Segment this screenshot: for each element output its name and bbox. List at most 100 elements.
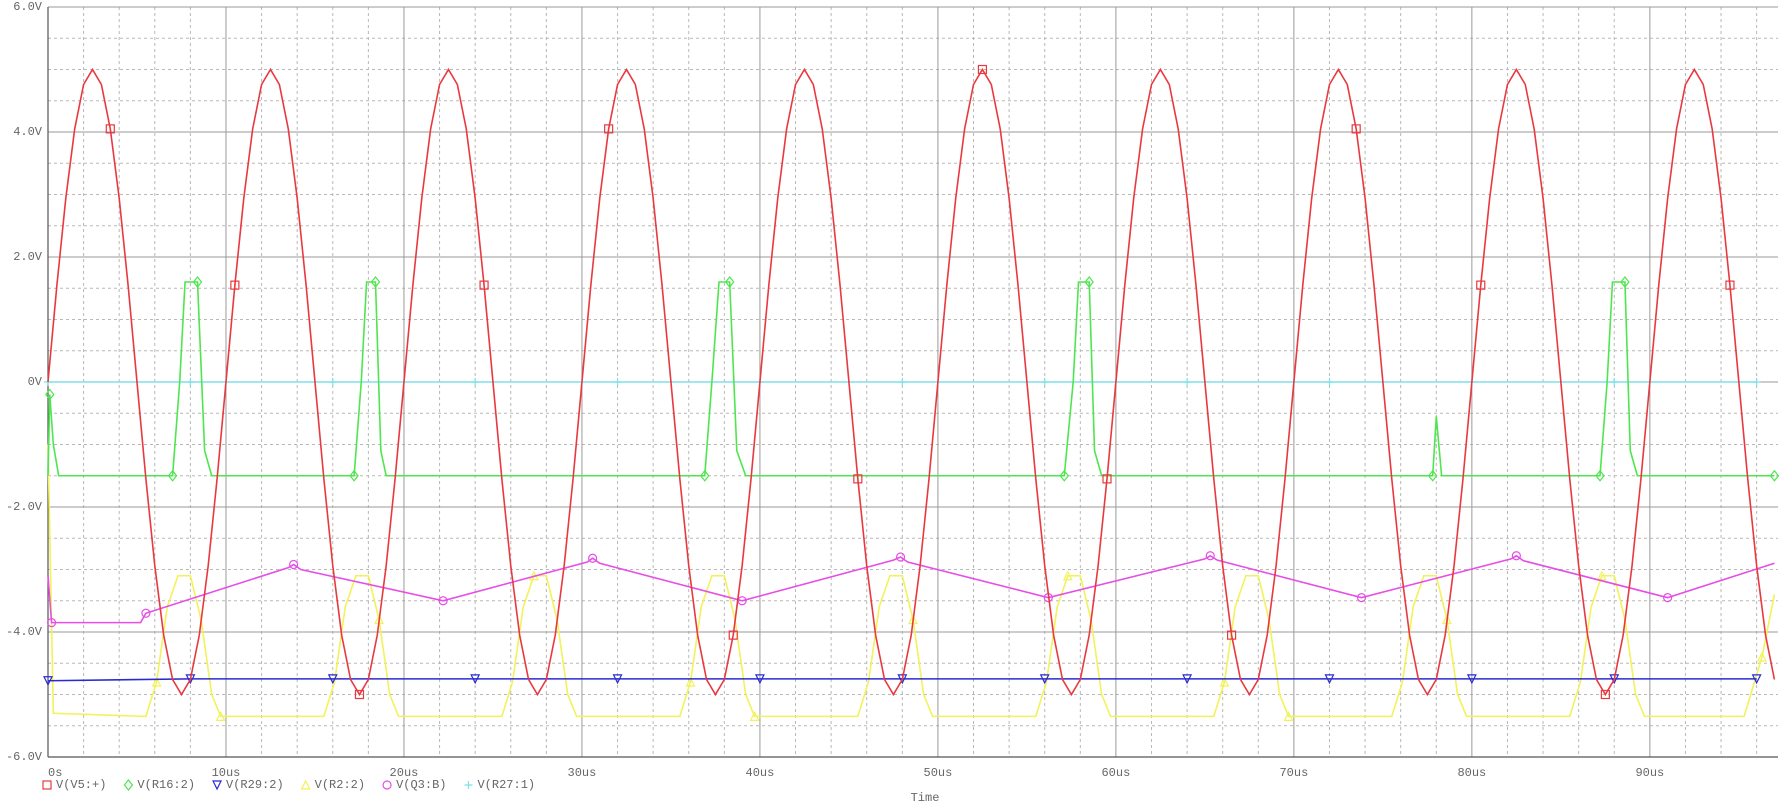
marker bbox=[1356, 593, 1367, 603]
marker bbox=[328, 378, 337, 386]
y-tick-label: 0V bbox=[28, 375, 43, 389]
marker bbox=[1751, 674, 1762, 685]
marker bbox=[123, 779, 134, 791]
marker bbox=[612, 674, 623, 685]
marker bbox=[1620, 276, 1630, 288]
marker bbox=[167, 469, 178, 482]
x-tick-label: 20us bbox=[390, 766, 419, 780]
marker bbox=[1039, 674, 1050, 685]
marker bbox=[1609, 674, 1620, 685]
marker bbox=[1351, 124, 1361, 134]
marker bbox=[853, 474, 863, 484]
marker bbox=[1427, 469, 1438, 482]
marker bbox=[349, 469, 359, 482]
marker bbox=[898, 378, 907, 386]
marker bbox=[1062, 570, 1073, 581]
marker bbox=[1757, 651, 1767, 662]
marker bbox=[1324, 674, 1335, 685]
series-line bbox=[47, 67, 1776, 697]
marker bbox=[1325, 378, 1334, 386]
marker bbox=[327, 674, 338, 685]
x-tick-label: 80us bbox=[1457, 766, 1486, 780]
marker bbox=[1219, 676, 1230, 687]
marker bbox=[977, 64, 988, 75]
marker bbox=[382, 780, 392, 790]
marker bbox=[471, 378, 480, 386]
marker bbox=[897, 674, 908, 685]
marker bbox=[1596, 570, 1607, 581]
marker bbox=[588, 553, 598, 563]
marker bbox=[685, 676, 696, 687]
marker bbox=[230, 280, 240, 290]
x-tick-label: 30us bbox=[568, 766, 597, 780]
axis-labels: 6.0V 4.0V 2.0V 0V -2.0V -4.0V -6.0V 0s 10us 20us 3… bbox=[6, 0, 1664, 792]
marker bbox=[192, 276, 203, 288]
marker bbox=[1663, 593, 1673, 603]
marker bbox=[1595, 469, 1605, 482]
marker bbox=[215, 711, 226, 721]
marker bbox=[724, 276, 735, 288]
marker bbox=[141, 608, 151, 618]
legend-label: V(Q3:B) bbox=[396, 778, 446, 792]
x-tick-label: 70us bbox=[1279, 766, 1308, 780]
x-axis-title: Time bbox=[911, 791, 940, 802]
marker bbox=[464, 781, 473, 789]
y-tick-label: 2.0V bbox=[13, 250, 43, 264]
marker bbox=[479, 280, 489, 290]
marker bbox=[613, 378, 622, 386]
series-line bbox=[47, 554, 1775, 624]
y-tick-label: 4.0V bbox=[13, 125, 43, 139]
marker bbox=[1182, 674, 1193, 685]
y-tick-label: -6.0V bbox=[6, 750, 43, 764]
marker bbox=[1600, 689, 1610, 700]
x-tick-label: 10us bbox=[212, 766, 241, 780]
marker bbox=[1283, 711, 1294, 721]
marker bbox=[1084, 276, 1094, 288]
marker bbox=[1610, 378, 1619, 386]
marker bbox=[895, 552, 906, 562]
marker bbox=[470, 674, 481, 685]
marker bbox=[1725, 280, 1735, 290]
y-tick-label: -2.0V bbox=[6, 500, 43, 514]
marker bbox=[1769, 469, 1780, 482]
marker bbox=[1226, 630, 1237, 640]
y-tick-label: 6.0V bbox=[13, 0, 43, 14]
marker bbox=[1752, 378, 1761, 386]
marker bbox=[185, 674, 196, 685]
marker bbox=[300, 779, 311, 790]
x-tick-label: 50us bbox=[924, 766, 953, 780]
marker bbox=[1059, 469, 1070, 482]
legend-label: V(R2:2) bbox=[315, 778, 365, 792]
marker bbox=[43, 676, 53, 687]
legend-label: V(R29:2) bbox=[226, 778, 284, 792]
marker bbox=[289, 559, 299, 570]
legend-label: V(R16:2) bbox=[137, 778, 195, 792]
marker bbox=[354, 689, 365, 700]
marker bbox=[46, 618, 57, 628]
legend-label: V(R27:1) bbox=[477, 778, 535, 792]
x-tick-label: 0s bbox=[48, 766, 62, 780]
marker bbox=[1102, 474, 1112, 484]
marker bbox=[754, 674, 765, 685]
marker bbox=[1040, 378, 1049, 386]
plot-area bbox=[43, 64, 1780, 721]
x-tick-label: 90us bbox=[1635, 766, 1664, 780]
marker bbox=[1183, 378, 1192, 386]
marker bbox=[42, 780, 52, 790]
marker bbox=[45, 388, 55, 401]
marker bbox=[438, 596, 448, 606]
marker bbox=[728, 630, 738, 640]
marker bbox=[1476, 280, 1486, 290]
marker bbox=[1511, 551, 1521, 561]
marker bbox=[1205, 551, 1215, 561]
marker bbox=[1466, 674, 1477, 685]
marker bbox=[212, 780, 223, 791]
marker bbox=[749, 711, 760, 721]
series-line bbox=[47, 444, 1776, 718]
x-tick-label: 40us bbox=[746, 766, 775, 780]
marker bbox=[370, 276, 381, 288]
x-tick-label: 60us bbox=[1101, 766, 1130, 780]
legend-label: V(V5:+) bbox=[56, 778, 106, 792]
